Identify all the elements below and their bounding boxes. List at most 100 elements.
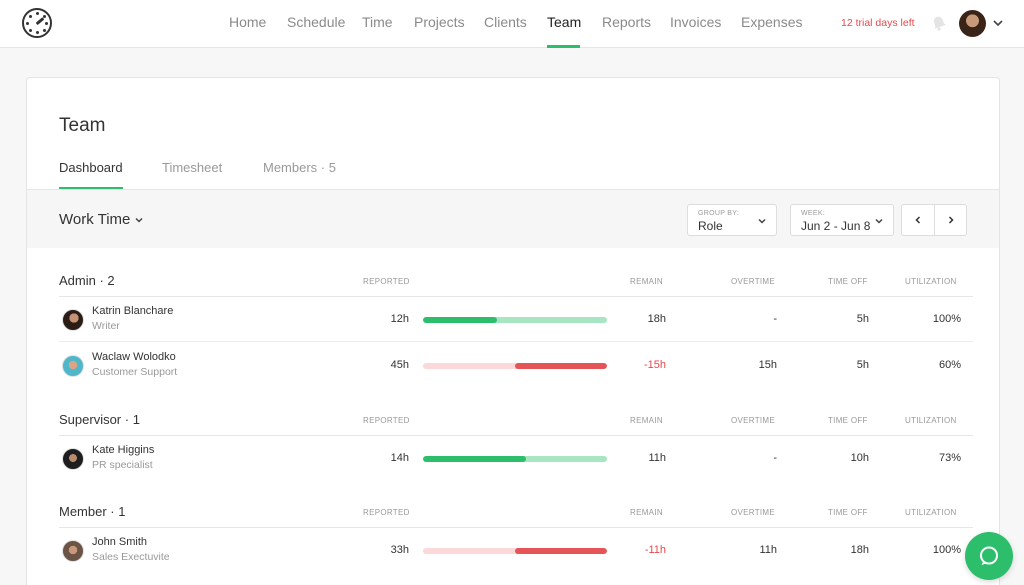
- chevron-down-icon: [135, 218, 143, 223]
- progress-bar: [423, 363, 607, 369]
- col-remain: REMAIN: [630, 416, 663, 425]
- time-off-value: 5h: [856, 359, 869, 371]
- trial-days-link[interactable]: 12 trial days left: [841, 17, 915, 29]
- col-time-off: TIME OFF: [828, 416, 868, 425]
- col-utilization: UTILIZATION: [905, 416, 957, 425]
- col-remain: REMAIN: [630, 508, 663, 517]
- group-title: Member · 1: [59, 504, 126, 519]
- chevron-left-icon: [915, 216, 921, 224]
- progress-bar-fill: [515, 548, 607, 554]
- member-avatar: [62, 309, 84, 331]
- nav-time[interactable]: Time: [362, 14, 393, 30]
- toolbar: Work Time GROUP BY: Role WEEK: Jun 2 - J…: [27, 189, 999, 248]
- member-name: Waclaw Wolodko: [92, 351, 176, 363]
- group-by-label: GROUP BY:: [698, 210, 740, 217]
- progress-bar: [423, 456, 607, 462]
- member-role: PR specialist: [92, 459, 153, 471]
- progress-bar: [423, 548, 607, 554]
- col-utilization: UTILIZATION: [905, 508, 957, 517]
- col-reported: REPORTED: [363, 277, 410, 286]
- chat-bubble-icon: [980, 546, 998, 565]
- member-name: Kate Higgins: [92, 444, 155, 456]
- nav-invoices[interactable]: Invoices: [670, 14, 722, 30]
- clock-logo-icon[interactable]: [22, 8, 52, 38]
- utilization-value: 73%: [938, 452, 961, 464]
- progress-bar-fill: [423, 456, 527, 462]
- time-off-value: 5h: [856, 313, 869, 325]
- nav-expenses[interactable]: Expenses: [741, 14, 803, 30]
- group-by-value: Role: [698, 219, 723, 233]
- week-dropdown[interactable]: WEEK: Jun 2 - Jun 8: [790, 204, 894, 236]
- chevron-down-icon[interactable]: [992, 17, 1004, 29]
- group-title: Admin · 2: [59, 273, 115, 288]
- nav-home[interactable]: Home: [229, 14, 267, 30]
- member-role: Sales Exectuvite: [92, 551, 170, 563]
- user-avatar[interactable]: [959, 10, 986, 37]
- bell-icon[interactable]: [930, 14, 948, 32]
- progress-bar: [423, 317, 607, 323]
- member-avatar: [62, 540, 84, 562]
- tab-active-indicator: [59, 187, 123, 189]
- col-overtime: OVERTIME: [731, 508, 776, 517]
- chevron-down-icon: [758, 218, 766, 224]
- overtime-value: 15h: [758, 359, 777, 371]
- nav-reports[interactable]: Reports: [602, 14, 652, 30]
- reported-value: 33h: [390, 544, 409, 556]
- member-name: John Smith: [92, 536, 148, 548]
- member-row[interactable]: Waclaw Wolodko Customer Support 45h -15h…: [59, 342, 973, 388]
- reported-value: 12h: [390, 313, 409, 325]
- week-pager: [901, 204, 967, 236]
- next-week-button[interactable]: [935, 205, 967, 235]
- group-header-member: Member · 1 REPORTED REMAIN OVERTIME TIME…: [59, 504, 973, 528]
- tab-timesheet[interactable]: Timesheet: [162, 160, 223, 175]
- chevron-down-icon: [875, 218, 883, 224]
- col-overtime: OVERTIME: [731, 277, 776, 286]
- member-row[interactable]: John Smith Sales Exectuvite 33h -11h 11h…: [59, 527, 973, 573]
- page-title: Team: [59, 115, 106, 136]
- week-label: WEEK:: [801, 210, 826, 217]
- member-row[interactable]: Kate Higgins PR specialist 14h 11h - 10h…: [59, 435, 973, 481]
- progress-bar-fill: [515, 363, 607, 369]
- member-name: Katrin Blanchare: [92, 305, 174, 317]
- col-time-off: TIME OFF: [828, 508, 868, 517]
- progress-bar-fill: [423, 317, 497, 323]
- nav-team[interactable]: Team: [547, 14, 582, 30]
- week-value: Jun 2 - Jun 8: [801, 219, 871, 233]
- col-utilization: UTILIZATION: [905, 277, 957, 286]
- top-navbar: Home Schedule Time Projects Clients Team…: [0, 0, 1024, 48]
- member-avatar: [62, 448, 84, 470]
- utilization-value: 100%: [932, 313, 961, 325]
- nav-projects[interactable]: Projects: [414, 14, 465, 30]
- member-role: Customer Support: [92, 366, 178, 378]
- tab-members[interactable]: Members · 5: [263, 160, 336, 175]
- nav-schedule[interactable]: Schedule: [287, 14, 346, 30]
- col-remain: REMAIN: [630, 277, 663, 286]
- remain-value: 18h: [647, 313, 666, 325]
- nav-active-indicator: [547, 45, 580, 48]
- col-time-off: TIME OFF: [828, 277, 868, 286]
- remain-value: 11h: [648, 452, 666, 464]
- overtime-value: -: [773, 452, 777, 464]
- group-header-admin: Admin · 2 REPORTED REMAIN OVERTIME TIME …: [59, 273, 973, 297]
- member-row[interactable]: Katrin Blanchare Writer 12h 18h - 5h 100…: [59, 296, 973, 342]
- prev-week-button[interactable]: [902, 205, 934, 235]
- group-by-dropdown[interactable]: GROUP BY: Role: [687, 204, 777, 236]
- chat-support-button[interactable]: [965, 532, 1013, 580]
- col-reported: REPORTED: [363, 508, 410, 517]
- reported-value: 14h: [390, 452, 409, 464]
- member-avatar: [62, 355, 84, 377]
- col-overtime: OVERTIME: [731, 416, 776, 425]
- tab-dashboard[interactable]: Dashboard: [59, 160, 123, 175]
- nav-clients[interactable]: Clients: [484, 14, 527, 30]
- view-select[interactable]: Work Time: [59, 211, 144, 228]
- remain-value: -15h: [643, 359, 666, 371]
- utilization-value: 100%: [932, 544, 961, 556]
- member-role: Writer: [92, 320, 120, 332]
- remain-value: -11h: [644, 544, 666, 556]
- time-off-value: 10h: [850, 452, 869, 464]
- reported-value: 45h: [390, 359, 409, 371]
- overtime-value: 11h: [759, 544, 777, 556]
- overtime-value: -: [773, 313, 777, 325]
- team-card: Team Dashboard Timesheet Members · 5 Wor…: [26, 77, 1000, 585]
- view-select-label: Work Time: [59, 211, 131, 228]
